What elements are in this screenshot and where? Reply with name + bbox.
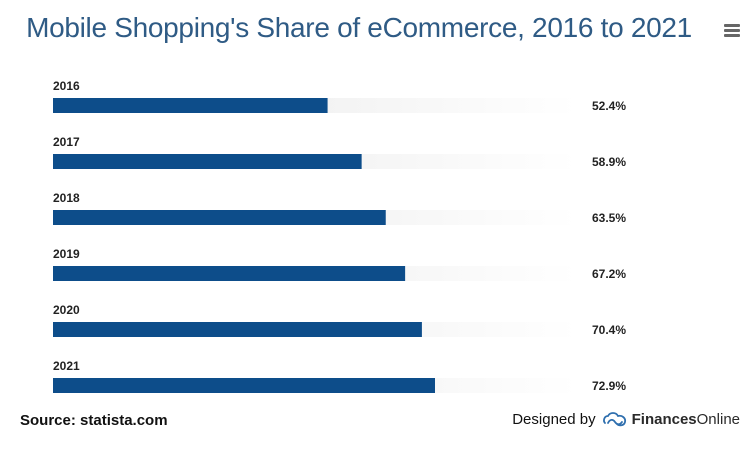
- designer-credit[interactable]: Designed by Finances Online: [512, 410, 740, 428]
- menu-icon-line: [724, 24, 740, 27]
- value-label-2018: 63.5%: [592, 211, 626, 225]
- category-label-2018: 2018: [53, 191, 80, 205]
- bar-2021[interactable]: [53, 378, 435, 393]
- bars-layer: 2016 52.4% 2017 58.9% 2018 63.5% 2019 67.2% 2020…: [53, 79, 626, 393]
- menu-icon-line: [724, 29, 740, 32]
- bar-2018[interactable]: [53, 210, 386, 225]
- source-label: Source: statista.com: [20, 412, 168, 429]
- value-label-2019: 67.2%: [592, 267, 626, 281]
- category-label-2021: 2021: [53, 359, 80, 373]
- category-label-2020: 2020: [53, 303, 80, 317]
- designed-by-label: Designed by: [512, 410, 596, 428]
- category-label-2016: 2016: [53, 79, 80, 93]
- chart-title: Mobile Shopping's Share of eCommerce, 20…: [26, 12, 692, 43]
- category-label-2019: 2019: [53, 247, 80, 261]
- brand-name-part1: Finances: [631, 410, 697, 428]
- category-label-2017: 2017: [53, 135, 80, 149]
- brand-name-part2: Online: [696, 410, 740, 428]
- financesonline-logo-icon: [602, 412, 626, 427]
- bar-2019[interactable]: [53, 266, 406, 281]
- bar-2017[interactable]: [53, 154, 362, 169]
- bar-2020[interactable]: [53, 322, 422, 337]
- hamburger-menu-icon[interactable]: [724, 24, 740, 38]
- value-label-2017: 58.9%: [592, 155, 626, 169]
- value-label-2021: 72.9%: [592, 379, 626, 393]
- menu-icon-line: [724, 34, 740, 37]
- value-label-2016: 52.4%: [592, 99, 626, 113]
- value-label-2020: 70.4%: [592, 323, 626, 337]
- bar-2016[interactable]: [53, 98, 328, 113]
